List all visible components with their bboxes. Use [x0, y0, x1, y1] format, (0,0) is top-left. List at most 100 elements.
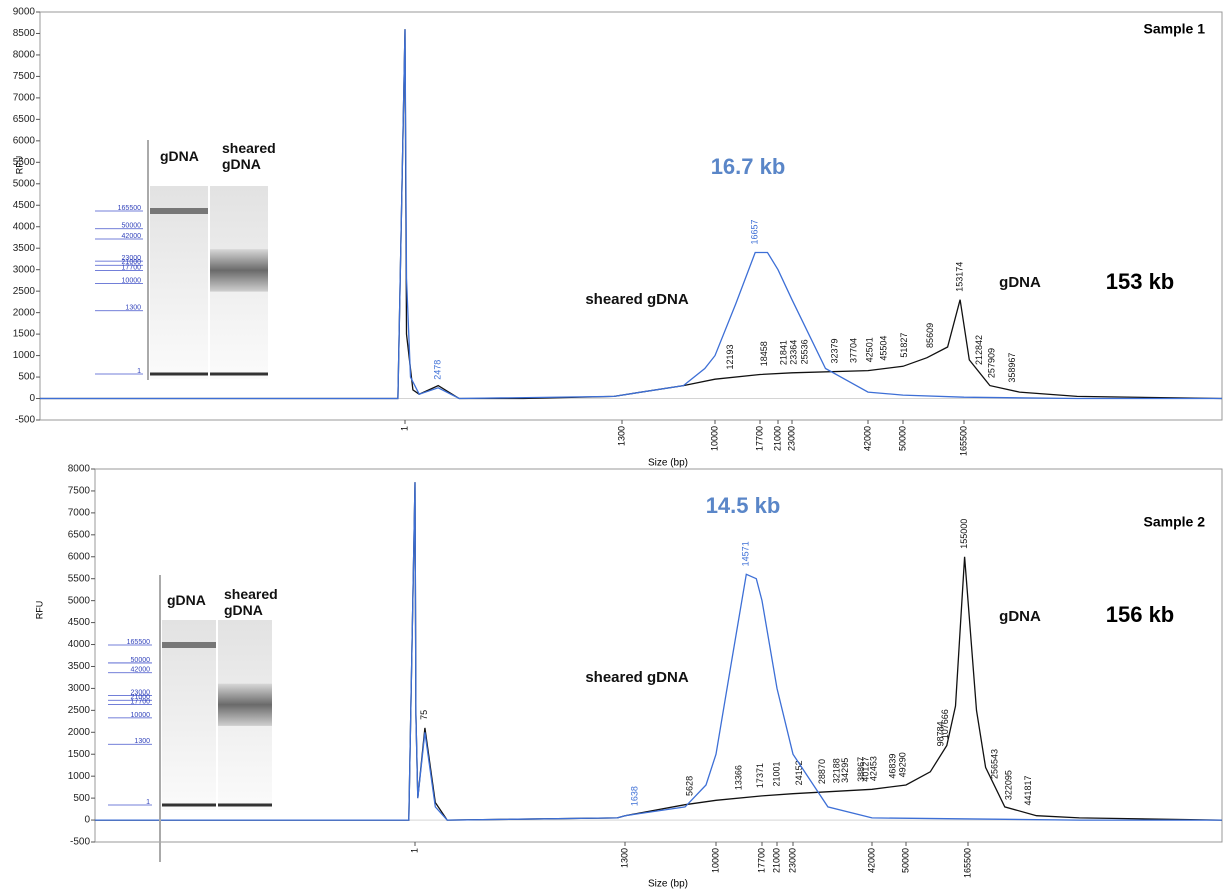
ladder-label: 42000: [122, 233, 142, 240]
x-tick-label: 1: [399, 426, 409, 431]
peak-label: 12193: [725, 345, 735, 370]
peak-label: 45504: [878, 336, 888, 361]
x-tick-label: 17700: [756, 848, 766, 873]
peak-label: 25536: [800, 339, 810, 364]
gel-marker-band: [162, 804, 216, 807]
peak-label: 155000: [959, 519, 969, 549]
y-tick-label: 7500: [13, 71, 36, 82]
figure: Sample 1RFUSize (bp)-5000500100015002000…: [0, 0, 1230, 894]
gel-smear: [210, 249, 268, 291]
x-tick-label: 42000: [862, 426, 872, 451]
title: Sample 1: [1144, 21, 1206, 37]
y-tick-label: 1500: [68, 749, 91, 760]
peak-label: 256543: [990, 749, 1000, 779]
peak-label: 75: [419, 710, 429, 720]
x-tick-label: 17700: [754, 426, 764, 451]
x-tick-label: 10000: [709, 426, 719, 451]
y-tick-label: 5500: [13, 157, 36, 168]
x-axis-label: Size (bp): [648, 458, 688, 469]
peak-label: 14571: [741, 541, 751, 566]
peak-label: 34295: [840, 758, 850, 783]
peak-label: 16657: [750, 219, 760, 244]
x-tick-label: 42000: [866, 848, 876, 873]
lane-label: sheared gDNA: [224, 586, 286, 618]
trace-label: sheared gDNA: [585, 669, 689, 686]
x-tick-label: 23000: [786, 426, 796, 451]
trace-label: gDNA: [999, 274, 1041, 291]
peak-label: 5628: [685, 776, 695, 796]
ladder-label: 1300: [125, 305, 141, 312]
lane-label: sheared gDNA: [222, 140, 284, 172]
y-tick-label: 1500: [13, 329, 36, 340]
peak-label: 23364: [788, 340, 798, 365]
peak-label: 18458: [759, 341, 769, 366]
x-tick-label: 1300: [619, 848, 629, 868]
ladder-label: 10000: [122, 277, 142, 284]
y-tick-label: 2000: [13, 307, 36, 318]
peak-label: 153174: [954, 262, 964, 292]
y-tick-label: 500: [18, 372, 35, 383]
gel-band: [150, 208, 208, 214]
peak-label: 358967: [1007, 353, 1017, 383]
y-tick-label: 1000: [13, 350, 36, 361]
size-annotation: 156 kb: [1106, 602, 1175, 627]
ladder-label: 1: [137, 368, 141, 375]
x-tick-label: 1: [409, 848, 419, 853]
y-tick-label: 5500: [68, 573, 91, 584]
peak-label: 46839: [888, 754, 898, 779]
y-tick-label: 3000: [13, 264, 36, 275]
y-tick-label: 3500: [13, 243, 36, 254]
y-tick-label: 1000: [68, 771, 91, 782]
gel-marker-band: [150, 373, 208, 376]
x-tick-label: 21000: [772, 426, 782, 451]
ladder-label: 165500: [127, 639, 150, 646]
ladder-label: 1: [146, 799, 150, 806]
peak-label: 28870: [817, 759, 827, 784]
peak-label: 17371: [755, 763, 765, 788]
ladder-label: 50000: [131, 657, 151, 664]
peak-label: 2478: [433, 360, 443, 380]
lane-label: gDNA: [160, 148, 222, 164]
peak-label: 21841: [778, 340, 788, 365]
peak-label: 322095: [1004, 770, 1014, 800]
y-tick-label: 2000: [68, 727, 91, 738]
ladder-label: 50000: [122, 223, 142, 230]
peak-label: 42501: [865, 337, 875, 362]
y-tick-label: 4000: [13, 221, 36, 232]
y-tick-label: 4500: [13, 200, 36, 211]
y-tick-label: 4000: [68, 639, 91, 650]
y-tick-label: 8000: [68, 464, 91, 475]
x-axis-label: Size (bp): [648, 879, 688, 890]
y-tick-label: 8000: [13, 50, 36, 61]
gel-marker-band: [218, 804, 272, 807]
peak-label: 441817: [1023, 775, 1033, 805]
peak-label: 32379: [830, 339, 840, 364]
y-tick-label: 0: [84, 815, 90, 826]
y-tick-label: -500: [15, 415, 35, 426]
peak-label: 85609: [925, 323, 935, 348]
y-tick-label: 2500: [13, 286, 36, 297]
y-tick-label: 6000: [13, 135, 36, 146]
x-tick-label: 21000: [771, 848, 781, 873]
y-tick-label: 3000: [68, 683, 91, 694]
y-tick-label: 7000: [68, 508, 91, 519]
peak-label: 257909: [986, 348, 996, 378]
x-tick-label: 50000: [900, 848, 910, 873]
x-tick-label: 1300: [616, 426, 626, 446]
ladder-label: 17700: [131, 698, 151, 705]
ladder-label: 42000: [131, 667, 151, 674]
y-tick-label: 7000: [13, 93, 36, 104]
peak-label: 107666: [940, 709, 950, 739]
x-tick-label: 165500: [958, 426, 968, 456]
peak-label: 49290: [898, 752, 908, 777]
y-tick-label: 3500: [68, 661, 91, 672]
x-tick-label: 10000: [710, 848, 720, 873]
y-tick-label: 8500: [13, 28, 36, 39]
y-tick-label: 6500: [13, 114, 36, 125]
trace-label: sheared gDNA: [585, 291, 689, 308]
gel-smear: [218, 684, 272, 726]
y-tick-label: 5000: [13, 178, 36, 189]
ladder-label: 10000: [131, 712, 151, 719]
peak-label: 51827: [899, 333, 909, 358]
y-tick-label: 6500: [68, 529, 91, 540]
